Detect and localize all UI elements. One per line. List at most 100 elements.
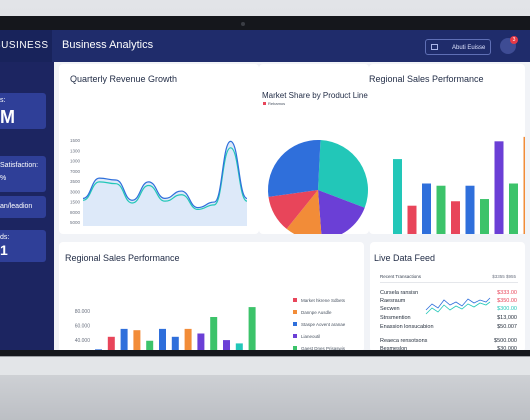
notification-badge: 3 (510, 36, 518, 44)
y-tick-label: 80.000 (75, 309, 91, 315)
feed-row-label: Stnsmention (380, 315, 411, 321)
sidebar-card-value: M (0, 107, 15, 127)
sidebar-card-label: s: (0, 97, 6, 104)
monitor-chin (0, 356, 530, 375)
revenue-line-secondary (82, 147, 248, 211)
pie-slice (268, 140, 321, 197)
bar (133, 330, 141, 350)
market-share-chart: Rebamos (263, 101, 368, 234)
bar (451, 201, 460, 234)
y-tick-label: 1500 (70, 138, 81, 143)
legend-swatch (293, 298, 297, 302)
bar (146, 340, 154, 350)
bar (480, 199, 489, 234)
regional-sales-card-2: Regional Sales Performance 80.000 60.000 4… (59, 242, 364, 350)
sidebar-card-label: an/leadion (0, 203, 33, 210)
revenue-chart: 1500130010007000350030001500800050003000… (70, 138, 248, 226)
legend-swatch (293, 310, 297, 314)
bar (159, 328, 166, 350)
feed-sparkline (425, 297, 491, 315)
sidebar-card-value: 1 (0, 242, 8, 258)
legend-label: Gaest Dnes Prisaswis (301, 346, 346, 350)
brand-logo[interactable]: BUSINESS (0, 30, 52, 62)
regional-sales-chart-2: 80.00060.00040.00020.00010.00000.000Mark… (75, 298, 346, 350)
bar (509, 183, 518, 234)
legend-swatch (263, 102, 266, 105)
camera-icon (241, 22, 245, 26)
y-tick-label: 1000 (70, 159, 81, 164)
revenue-card: Quarterly Revenue Growth 1500 1300 1000 700… (59, 64, 259, 234)
legend-label: Dannpe Ausdle (301, 310, 332, 315)
account-button[interactable]: Abuti Euisse (425, 39, 491, 55)
bar (407, 205, 417, 234)
feed-row-value: $300.00 (497, 306, 517, 312)
monitor-icon (431, 44, 438, 50)
sidebar-card-satisfaction[interactable]: Satisfaction: % (0, 156, 46, 192)
bar (465, 185, 475, 234)
bar (184, 328, 192, 350)
legend-label: Rebamos (268, 101, 285, 106)
sidebar-card-orders[interactable]: ds: 1 (0, 230, 46, 262)
feed-row-label: Raesraum (380, 298, 406, 304)
sparkline-teal (425, 301, 491, 315)
pie-slice (286, 190, 322, 234)
feed-row-label: Enassion lonsucabion (380, 324, 434, 330)
feed-row-label: Cursela ransisn (380, 290, 419, 296)
feed-row-value: $30.000 (497, 346, 517, 350)
bar (248, 307, 256, 350)
revenue-title: Quarterly Revenue Growth (70, 74, 178, 84)
market-share-card: Market Share by Product Line Rebamos (259, 64, 369, 234)
pie-slice (268, 190, 318, 229)
legend-swatch (293, 346, 297, 350)
bar (436, 185, 446, 234)
sidebar-card-leads[interactable]: an/leadion (0, 196, 46, 218)
live-feed-title: Live Data Feed (374, 253, 436, 263)
revenue-line-primary (82, 140, 248, 209)
sidebar-card-label: Satisfaction: (0, 162, 39, 169)
bar (210, 317, 218, 350)
bar (235, 343, 243, 350)
avatar[interactable]: 3 (500, 36, 518, 54)
feed-row-value: $500.000 (494, 338, 517, 344)
feed-row-value: $50.007 (497, 324, 517, 330)
bar (523, 136, 525, 234)
bar (120, 328, 128, 350)
y-tick-label: 5000 (70, 220, 81, 225)
y-tick-label: 1300 (70, 148, 81, 153)
feed-header-right: $3355 $955 (492, 274, 516, 279)
feed-row-label: Secwen (380, 306, 400, 312)
y-tick-label: 1500 (70, 200, 81, 205)
feed-row-label: Reaeca rensotsons (380, 338, 428, 344)
feed-row-value: $333.00 (497, 290, 517, 296)
dashboard-screen: BUSINESS Business Analytics Abuti Euisse… (0, 30, 530, 350)
bar (95, 349, 102, 350)
app-title: Business Analytics (62, 39, 154, 51)
y-tick-label: 7000 (70, 169, 81, 174)
y-tick-label: 60.000 (75, 324, 91, 330)
feed-row-value: $13,000 (497, 315, 517, 321)
feed-row-value: $350.00 (497, 298, 517, 304)
feed-row-label: Besmeslon (380, 346, 408, 350)
sparkline-blue (425, 297, 491, 311)
sidebar-card-revenue[interactable]: s: M (0, 93, 46, 129)
account-button-label: Abuti Euisse (452, 45, 486, 51)
pie-slice (318, 140, 368, 208)
legend-label: Market hkrene Sdbets (301, 298, 346, 303)
brand-text: BUSINESS (0, 40, 49, 51)
sidebar-card-sub: % (0, 175, 7, 182)
bar (197, 333, 205, 350)
sidebar-card-label: ds: (0, 234, 10, 241)
regional-sales-title: Regional Sales Performance (369, 74, 484, 84)
revenue-area (83, 141, 247, 226)
y-tick-label: 40.000 (75, 338, 91, 344)
regional-sales-card: Regional Sales Performance MebtisFovsreR… (369, 64, 525, 234)
top-bar: BUSINESS Business Analytics Abuti Euisse… (0, 30, 530, 62)
legend-label: Lianeoutil (301, 334, 320, 339)
regional-sales-title-2: Regional Sales Performance (65, 253, 180, 263)
feed-divider (380, 282, 518, 283)
legend-label: Staspe Aovent aranae (301, 322, 346, 327)
regional-sales-chart: MebtisFovsreRelssie (393, 136, 525, 234)
pie-slice (318, 190, 365, 234)
bar (422, 183, 431, 234)
bar (223, 340, 230, 350)
